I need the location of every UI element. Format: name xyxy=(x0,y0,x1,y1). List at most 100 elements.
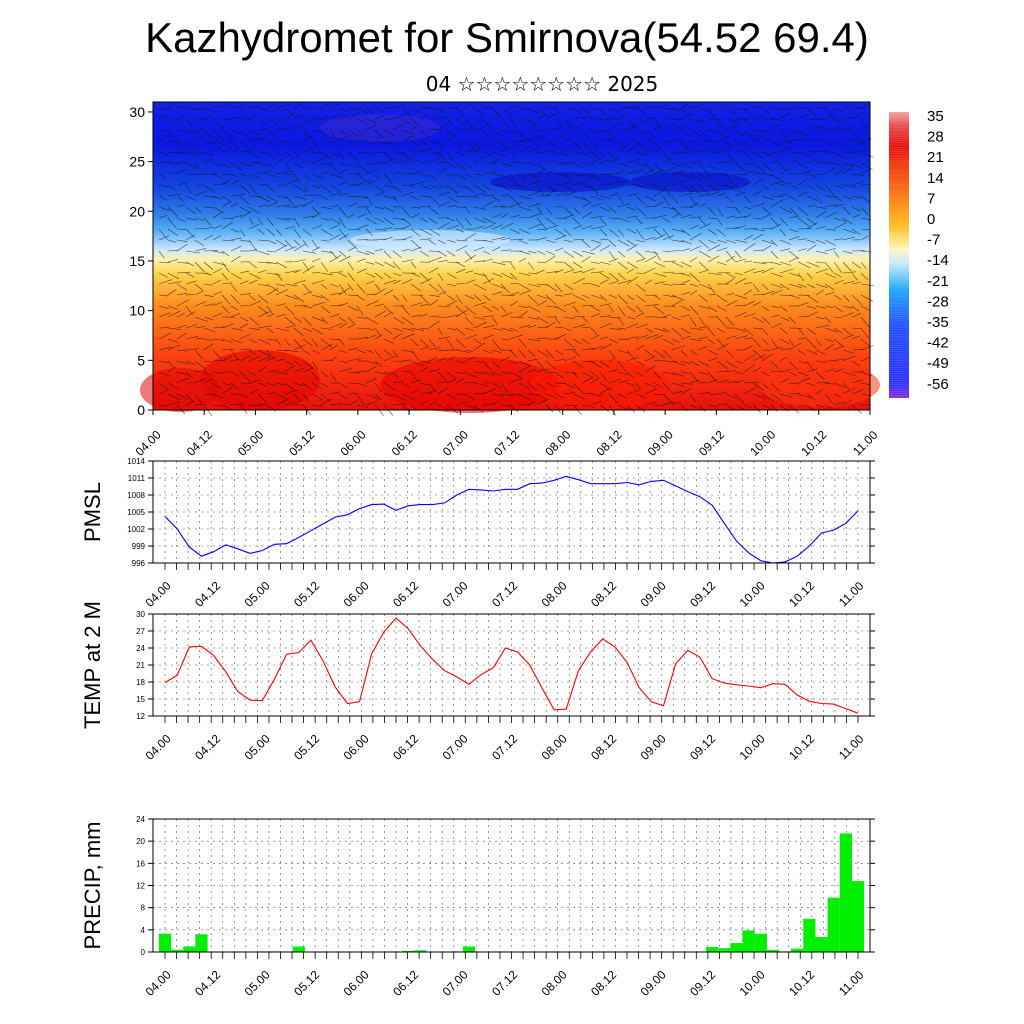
wind-barb xyxy=(806,184,815,189)
wind-barb xyxy=(806,338,817,349)
wind-barb xyxy=(302,184,309,193)
wind-barb xyxy=(779,228,786,236)
wind-barb xyxy=(734,173,749,176)
wind-barb xyxy=(842,250,853,254)
wind-barb xyxy=(401,259,414,263)
wind-barb xyxy=(302,338,313,347)
wind-barb xyxy=(302,129,312,140)
wind-barb xyxy=(419,294,429,304)
wind-barb xyxy=(599,129,613,134)
wind-barb xyxy=(635,151,648,156)
wind-barb xyxy=(266,382,278,387)
wind-barb xyxy=(842,236,855,241)
wind-barb xyxy=(851,206,862,212)
wind-barb xyxy=(851,313,862,318)
xtick-label: 07.12 xyxy=(489,578,520,609)
wind-barb xyxy=(725,160,734,164)
wind-barb xyxy=(698,107,709,112)
wind-barb xyxy=(482,140,491,148)
wind-barb xyxy=(275,358,285,362)
wind-barb xyxy=(671,327,683,338)
wind-barb xyxy=(662,338,675,346)
wind-barb xyxy=(536,349,550,357)
wind-barb xyxy=(338,134,351,142)
wind-barb xyxy=(716,148,731,153)
wind-barb xyxy=(851,379,864,384)
wind-barb xyxy=(500,404,513,407)
wind-barb xyxy=(392,349,399,358)
wind-barb xyxy=(563,293,573,296)
wind-barb xyxy=(752,190,762,197)
wind-barb xyxy=(734,371,744,375)
wind-barb xyxy=(311,129,321,133)
wind-barb xyxy=(572,140,582,150)
xtick-label: 06.00 xyxy=(341,731,372,762)
wind-barb xyxy=(374,327,382,337)
wind-barb xyxy=(806,158,819,164)
wind-barb xyxy=(554,151,569,156)
wind-barb xyxy=(437,291,447,296)
wind-barb xyxy=(707,118,721,120)
wind-barb xyxy=(473,184,486,193)
wind-barb xyxy=(743,107,752,116)
wind-barb xyxy=(365,195,373,205)
wind-barb xyxy=(518,290,532,296)
wind-barb xyxy=(302,305,313,309)
wind-barb xyxy=(788,206,799,217)
wind-barb xyxy=(383,184,395,189)
wind-barb xyxy=(509,238,524,241)
wind-barb xyxy=(806,195,818,201)
wind-barb xyxy=(536,168,546,175)
wind-barb xyxy=(770,283,784,289)
precip-bar xyxy=(292,946,305,952)
wind-barb xyxy=(797,393,811,399)
wind-barb xyxy=(338,228,348,239)
wind-barb xyxy=(581,151,594,159)
wind-barb xyxy=(320,305,330,314)
wind-barb xyxy=(734,162,747,172)
wind-barb xyxy=(311,194,322,197)
wind-barb xyxy=(554,382,565,384)
wind-barb xyxy=(464,232,477,241)
wind-barb xyxy=(698,193,709,197)
wind-barb xyxy=(572,151,585,155)
wind-barb xyxy=(401,327,415,331)
wind-barb xyxy=(464,206,471,214)
wind-barb xyxy=(806,239,816,243)
wind-barb xyxy=(347,139,357,142)
wind-barb xyxy=(689,379,700,384)
wind-barb xyxy=(257,349,271,357)
wind-barb xyxy=(662,327,671,333)
wind-barb xyxy=(536,217,547,229)
wind-barb xyxy=(185,293,195,296)
wind-barb xyxy=(806,204,815,208)
wind-barb xyxy=(725,316,735,326)
wind-barb xyxy=(635,217,643,225)
wind-barb xyxy=(761,290,775,296)
wind-barb xyxy=(482,305,493,312)
wind-barb xyxy=(617,162,629,167)
wind-barb xyxy=(176,332,188,340)
xtick-label: 09.00 xyxy=(638,578,669,609)
heatmap-blob-8 xyxy=(350,230,510,250)
wind-barb xyxy=(329,224,340,230)
wind-barb xyxy=(707,228,717,236)
wind-barb xyxy=(581,392,594,395)
wind-barb xyxy=(185,335,199,340)
wind-barb xyxy=(446,217,455,222)
wind-barb xyxy=(626,356,639,362)
wind-barb xyxy=(680,228,691,236)
wind-barb xyxy=(266,287,279,296)
ytick-label: 30 xyxy=(136,610,145,619)
wind-barb xyxy=(248,137,262,142)
wind-barb xyxy=(752,136,763,142)
wind-barb xyxy=(797,316,809,318)
wind-barb xyxy=(635,294,646,303)
wind-barb xyxy=(581,377,594,384)
wind-barb xyxy=(824,140,833,146)
wind-barb xyxy=(500,162,513,166)
wind-barb xyxy=(410,149,425,153)
wind-barb xyxy=(374,382,382,393)
grid xyxy=(153,614,870,716)
wind-barb xyxy=(554,125,565,131)
